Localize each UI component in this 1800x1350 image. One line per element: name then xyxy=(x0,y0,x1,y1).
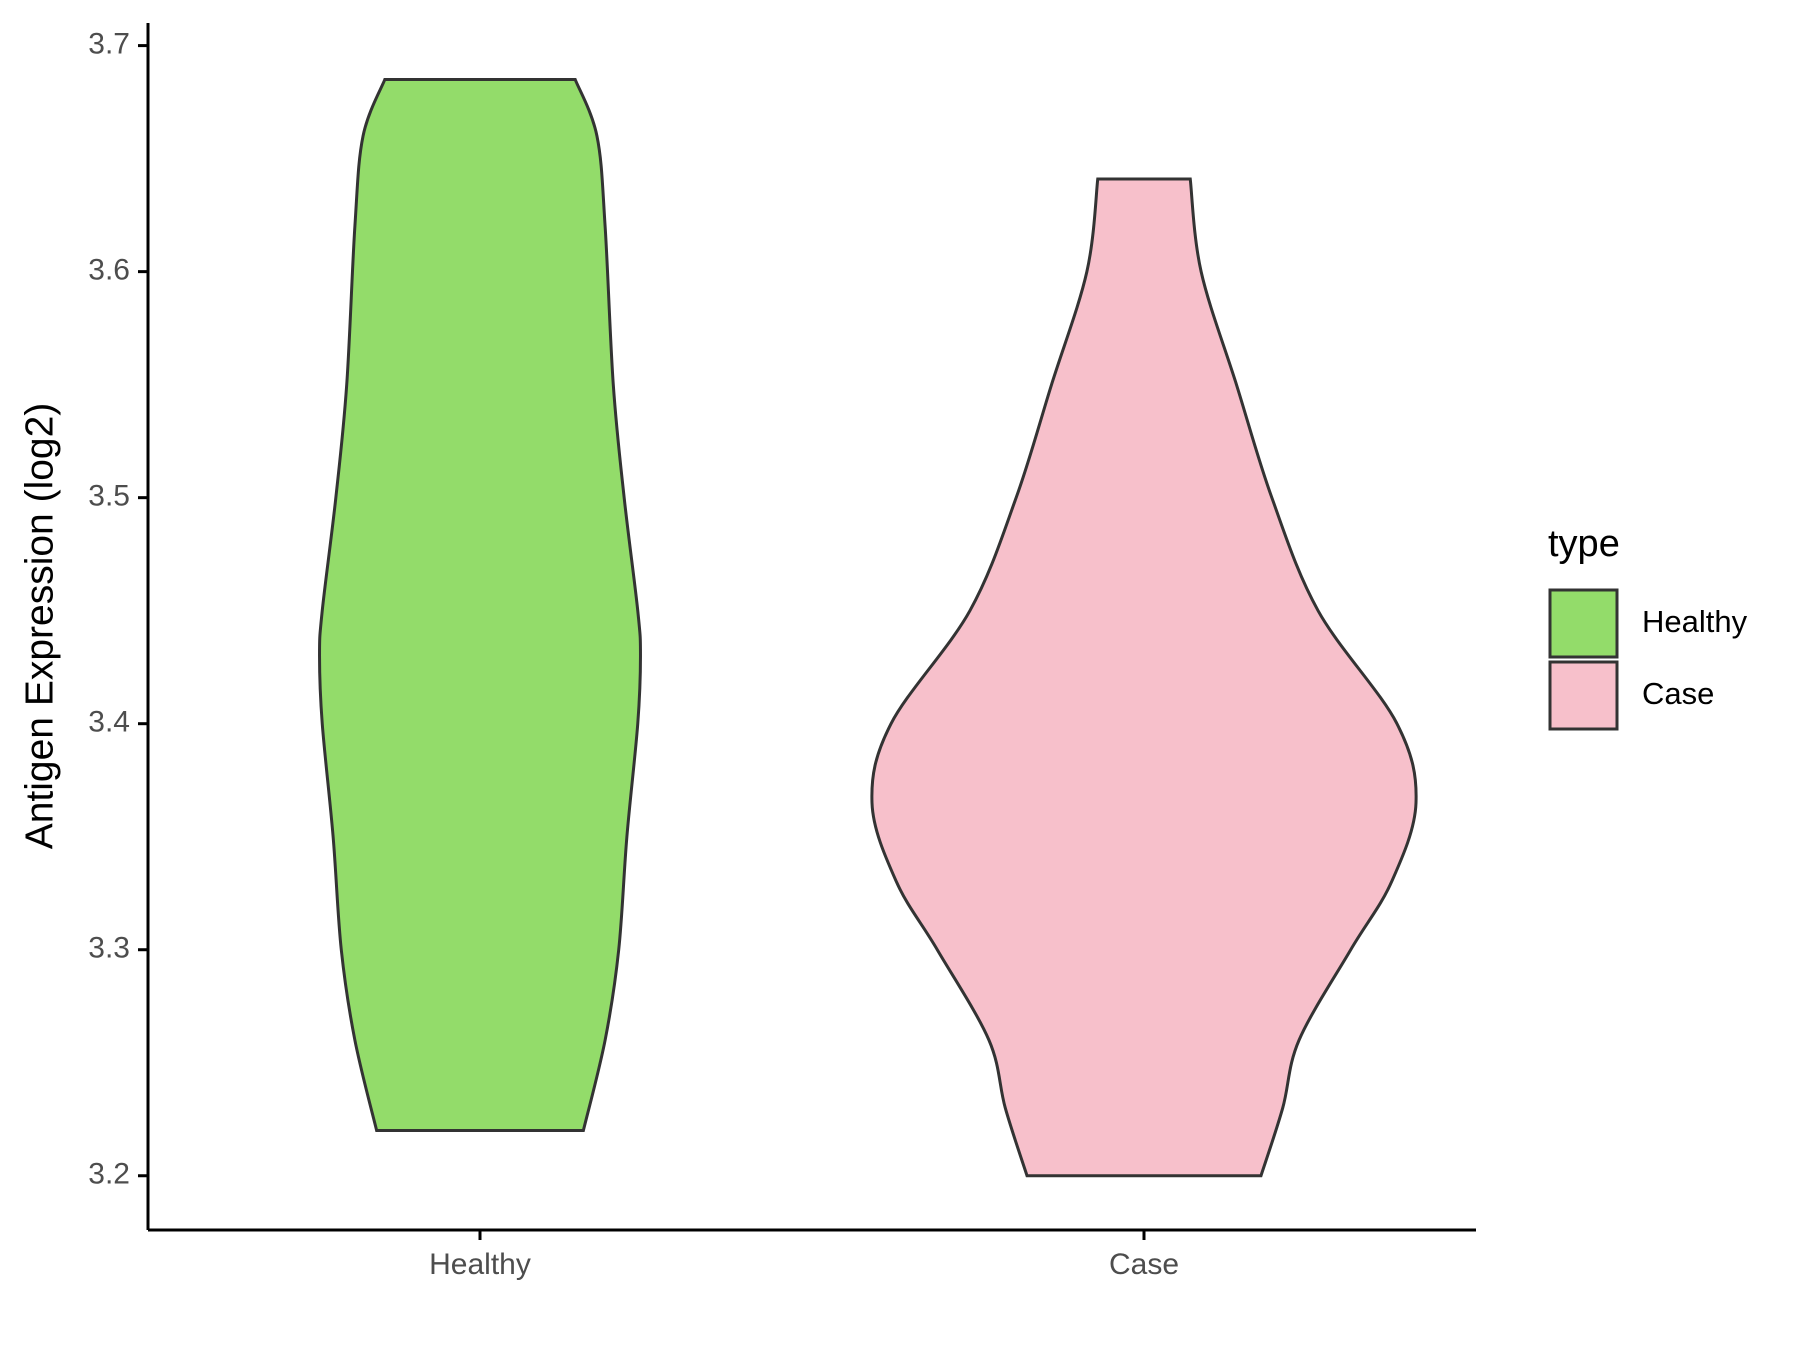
legend-swatch xyxy=(1548,660,1619,731)
y-tick-label: 3.7 xyxy=(88,28,130,61)
legend-swatch xyxy=(1548,588,1619,659)
legend-label: Case xyxy=(1642,676,1714,711)
y-axis-label: Antigen Expression (log2) xyxy=(18,403,61,850)
y-tick-label: 3.2 xyxy=(88,1158,130,1191)
legend-label: Healthy xyxy=(1642,604,1748,639)
x-tick-label: Healthy xyxy=(429,1248,531,1281)
x-tick-label: Case xyxy=(1109,1248,1179,1281)
y-tick-label: 3.6 xyxy=(88,254,130,287)
violin xyxy=(318,78,642,1133)
y-tick-label: 3.3 xyxy=(88,932,130,965)
y-tick-label: 3.5 xyxy=(88,480,130,513)
legend-title: type xyxy=(1548,523,1620,565)
violin xyxy=(870,177,1418,1178)
y-tick-label: 3.4 xyxy=(88,706,130,739)
